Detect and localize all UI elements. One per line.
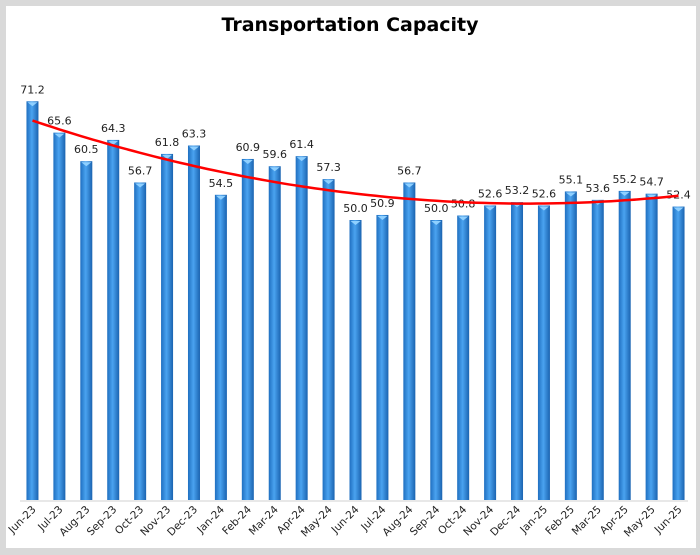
data-label: 63.3 xyxy=(182,128,207,141)
bar-dec-24 xyxy=(511,202,524,500)
bar-oct-23 xyxy=(134,182,147,501)
data-label: 56.7 xyxy=(128,164,153,177)
data-label: 53.2 xyxy=(505,184,530,197)
bar-jun-24 xyxy=(349,220,362,500)
bar-aug-23 xyxy=(80,161,93,500)
bar-cap xyxy=(485,206,496,211)
bar-nov-24 xyxy=(484,205,497,500)
bar-feb-24 xyxy=(241,158,254,500)
bar-jun-23 xyxy=(26,101,39,500)
bar-nov-23 xyxy=(161,153,174,501)
bar-cap xyxy=(350,221,361,225)
data-label: 50.0 xyxy=(424,202,449,215)
data-label: 60.5 xyxy=(74,143,99,156)
data-label: 59.6 xyxy=(262,148,287,161)
bar-may-24 xyxy=(322,179,335,500)
bar-aug-24 xyxy=(403,182,416,501)
bar-cap xyxy=(269,167,280,172)
bar-cap xyxy=(108,140,119,145)
x-tick-label: Jun-24 xyxy=(329,503,362,536)
x-tick-label: Sep-24 xyxy=(408,503,443,538)
bar-cap xyxy=(27,102,38,107)
bar-mar-25 xyxy=(591,199,604,500)
data-label: 53.6 xyxy=(586,182,611,195)
bar-mar-24 xyxy=(268,166,281,501)
data-label: 50.8 xyxy=(451,198,476,211)
data-label: 50.9 xyxy=(370,197,395,210)
bar-cap xyxy=(296,157,307,162)
x-tick-label: Jun-25 xyxy=(652,504,685,537)
data-label: 55.1 xyxy=(559,173,584,186)
bar-cap xyxy=(54,133,65,138)
x-tick-label: Dec-23 xyxy=(165,504,200,539)
data-label: 65.6 xyxy=(47,115,72,128)
data-label: 64.3 xyxy=(101,122,126,135)
bar-cap xyxy=(162,154,173,159)
bar-jan-24 xyxy=(214,194,227,501)
bar-cap xyxy=(242,159,253,164)
bar-sep-24 xyxy=(430,220,443,500)
data-label: 54.5 xyxy=(209,177,234,190)
bar-cap xyxy=(188,146,199,151)
x-tick-label: Dec-24 xyxy=(488,503,523,538)
bar-apr-24 xyxy=(295,156,308,500)
data-label: 55.2 xyxy=(612,173,637,186)
bar-cap xyxy=(458,216,469,221)
data-label: 52.6 xyxy=(532,187,557,200)
bar-cap xyxy=(619,191,630,196)
bar-apr-25 xyxy=(618,190,631,500)
bar-sep-23 xyxy=(107,139,120,501)
data-label: 56.7 xyxy=(397,164,422,177)
chart-title: Transportation Capacity xyxy=(221,14,479,36)
bar-oct-24 xyxy=(457,215,470,500)
data-label: 54.7 xyxy=(639,176,664,189)
bar-cap xyxy=(135,183,146,188)
bar-feb-25 xyxy=(564,191,577,500)
data-label: 61.4 xyxy=(289,138,314,151)
data-label: 52.4 xyxy=(666,189,691,202)
bar-cap xyxy=(538,206,549,211)
bar-cap xyxy=(565,192,576,197)
bar-cap xyxy=(404,183,415,188)
data-label: 60.9 xyxy=(236,141,261,154)
bar-jul-24 xyxy=(376,214,389,500)
bar-may-25 xyxy=(645,193,658,500)
bar-dec-23 xyxy=(187,145,200,500)
trendline xyxy=(32,119,679,205)
bar-jan-25 xyxy=(537,205,550,500)
bar-cap xyxy=(646,194,657,199)
bar-jul-23 xyxy=(53,132,66,500)
bar-cap xyxy=(215,195,226,200)
data-label: 71.2 xyxy=(20,83,45,96)
bar-cap xyxy=(673,207,684,212)
data-label: 61.8 xyxy=(155,136,180,149)
bar-cap xyxy=(323,180,334,185)
data-label: 52.6 xyxy=(478,187,503,200)
data-label: 50.0 xyxy=(343,202,368,215)
bar-jun-25 xyxy=(672,206,685,500)
x-tick-label: Sep-23 xyxy=(85,504,120,539)
x-tick-label: Mar-25 xyxy=(570,504,604,538)
x-tick-label: Jun-23 xyxy=(6,504,39,537)
bar-cap xyxy=(431,221,442,225)
x-tick-label: Mar-24 xyxy=(247,503,281,537)
bar-cap xyxy=(377,215,388,220)
data-label: 57.3 xyxy=(316,161,341,174)
bar-cap xyxy=(81,162,92,167)
